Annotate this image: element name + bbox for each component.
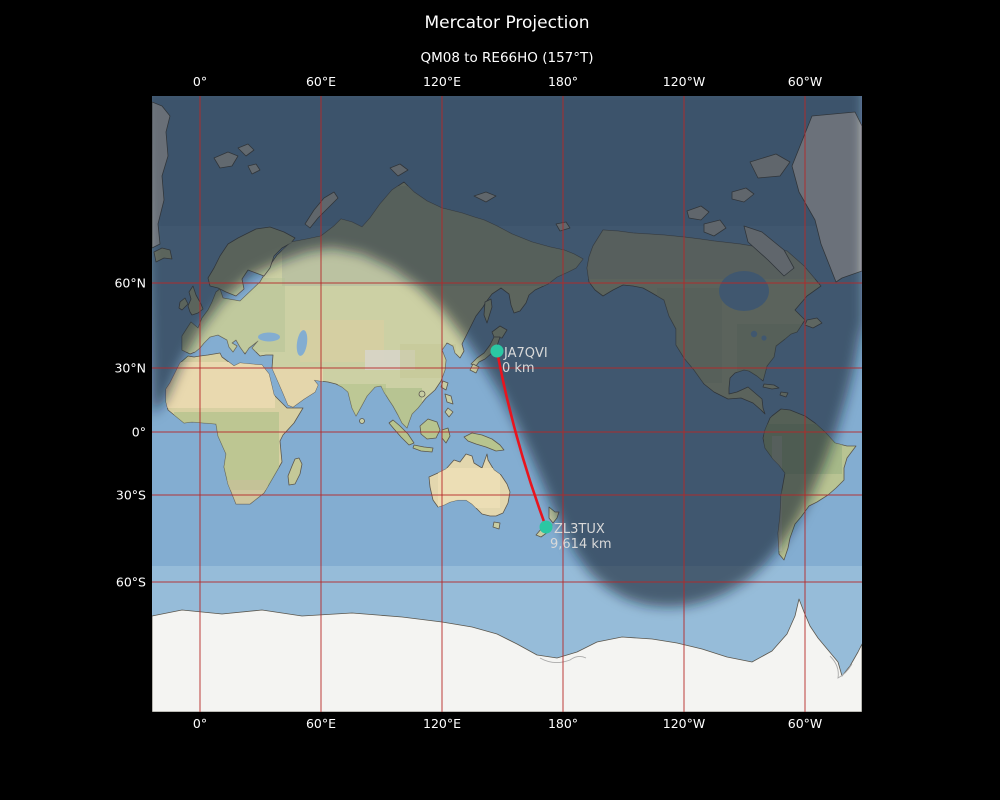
- new-guinea: [463, 432, 505, 452]
- borneo: [419, 418, 441, 440]
- ronne-ice-shelf: [829, 655, 853, 679]
- map-canvas: JA7QVI 0 km ZL3TUX 9,614 km: [152, 96, 862, 712]
- philippines: [444, 407, 454, 418]
- ytick-60n: 60°N: [114, 275, 146, 291]
- xtick-bottom-60e: 60°E: [305, 716, 337, 731]
- marker-distance-zl3tux: 9,614 km: [550, 537, 612, 552]
- figure-title: Mercator Projection: [424, 13, 590, 33]
- mercator-map: JA7QVI 0 km ZL3TUX 9,614 km: [152, 96, 862, 712]
- xtick-top-60w: 60°W: [787, 74, 823, 89]
- ytick-0: 0°: [131, 424, 146, 440]
- java: [412, 444, 434, 453]
- xtick-bottom-0: 0°: [192, 716, 208, 731]
- xtick-bottom-120e: 120°E: [422, 716, 462, 731]
- xtick-top-120e: 120°E: [422, 74, 462, 89]
- sri-lanka: [359, 418, 365, 424]
- marker-callsign-ja7qvi: JA7QVI: [503, 346, 548, 361]
- xtick-bottom-60w: 60°W: [787, 716, 823, 731]
- xtick-bottom-120w: 120°W: [662, 716, 706, 731]
- xtick-top-0: 0°: [192, 74, 208, 89]
- marker-callsign-zl3tux: ZL3TUX: [554, 522, 605, 537]
- black-sea: [258, 332, 280, 342]
- xtick-bottom-180: 180°: [547, 716, 579, 731]
- marker-zl3tux: [539, 520, 553, 534]
- xtick-top-180: 180°: [547, 74, 579, 89]
- ytick-30n: 30°N: [114, 360, 146, 376]
- ytick-60s: 60°S: [115, 574, 146, 590]
- ice-shelf-outlines: [539, 655, 853, 679]
- graticule: [152, 96, 862, 712]
- xtick-top-60e: 60°E: [305, 74, 337, 89]
- marker-distance-ja7qvi: 0 km: [502, 361, 535, 376]
- marker-ja7qvi: [490, 344, 504, 358]
- great-circle-route-line: [495, 350, 548, 528]
- hainan: [418, 390, 426, 398]
- caspian-sea: [296, 330, 308, 356]
- ross-ice-shelf: [539, 655, 587, 663]
- figure-subtitle: QM08 to RE66HO (157°T): [420, 50, 594, 66]
- philippines: [444, 393, 454, 405]
- madagascar: [287, 457, 303, 486]
- xtick-top-120w: 120°W: [662, 74, 706, 89]
- ytick-30s: 30°S: [115, 487, 146, 503]
- tasmania: [492, 521, 501, 530]
